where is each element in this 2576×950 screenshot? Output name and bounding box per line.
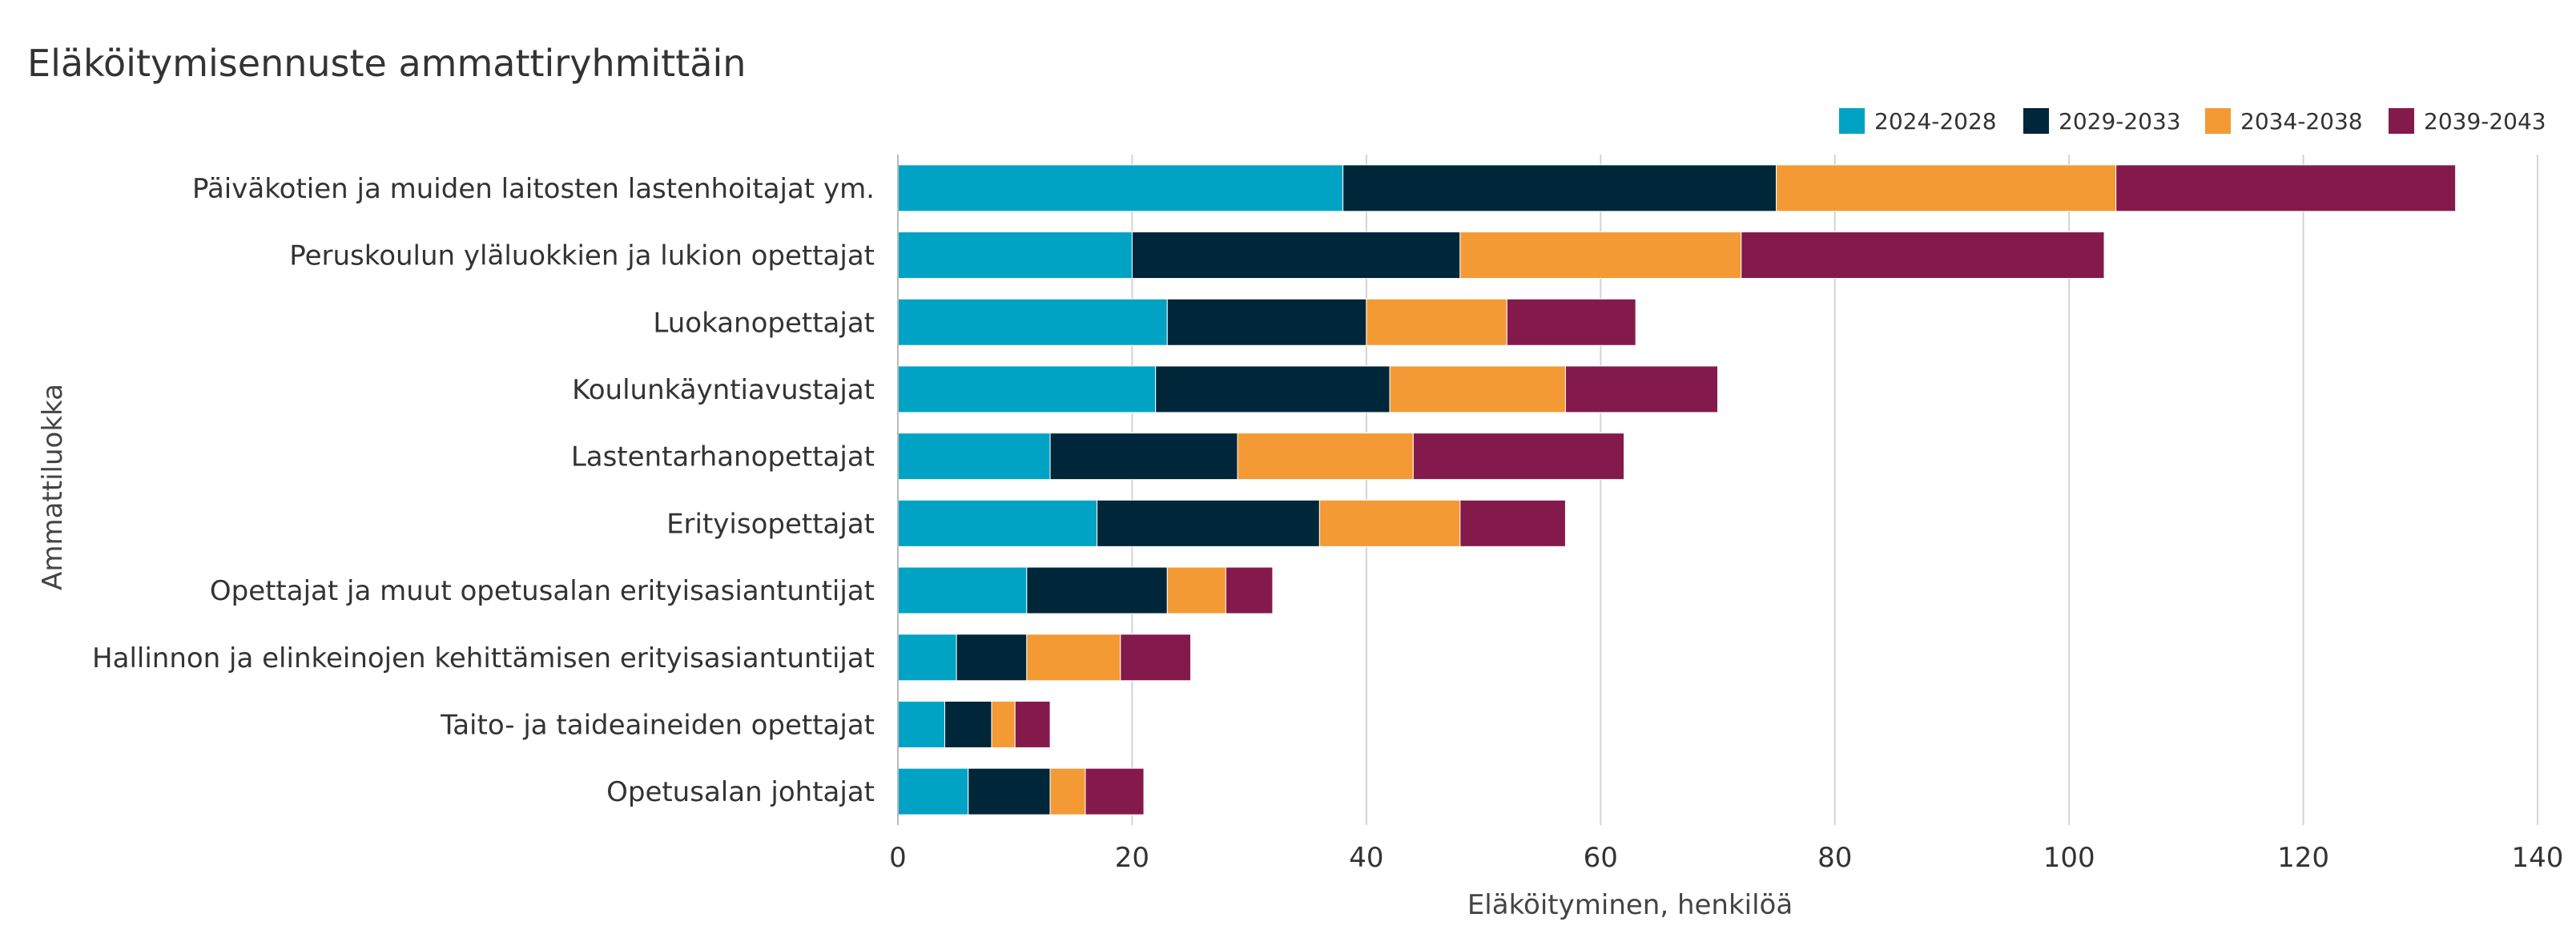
bar-segment-2029-2033[interactable] (1026, 566, 1168, 614)
bar-segment-2029-2033[interactable] (1131, 231, 1461, 280)
bar-segment-2029-2033[interactable] (968, 767, 1051, 815)
category-label: Opetusalan johtajat (606, 776, 875, 808)
bar-segment-2039-2043[interactable] (1506, 298, 1636, 346)
bar-segment-2034-2038[interactable] (1366, 298, 1507, 346)
bar-segment-2029-2033[interactable] (1166, 298, 1367, 346)
x-axis-title: Eläköityminen, henkilöä (1467, 889, 1793, 921)
bar-segment-2024-2028[interactable] (897, 700, 945, 748)
bar-segment-2039-2043[interactable] (1412, 433, 1625, 481)
bar-segment-2039-2043[interactable] (2115, 164, 2457, 212)
bar-segment-2024-2028[interactable] (897, 566, 1028, 614)
y-axis-title: Ammattiluokka (37, 384, 69, 590)
legend-item-2034-2038[interactable]: 2034-2038 (2205, 108, 2363, 135)
bar-segment-2029-2033[interactable] (1155, 365, 1391, 413)
x-tick-label: 60 (1584, 842, 1618, 874)
bar-segment-2024-2028[interactable] (897, 433, 1051, 481)
legend-label: 2039-2043 (2424, 108, 2546, 135)
bar-segment-2029-2033[interactable] (1342, 164, 1777, 212)
x-tick-label: 80 (1817, 842, 1852, 874)
bar-segment-2034-2038[interactable] (1459, 231, 1742, 280)
x-tick-label: 20 (1115, 842, 1149, 874)
bar-segment-2029-2033[interactable] (1097, 499, 1320, 547)
legend-item-2029-2033[interactable]: 2029-2033 (2023, 108, 2181, 135)
x-tick-label: 0 (889, 842, 907, 874)
bar-segment-2024-2028[interactable] (897, 298, 1168, 346)
bar-segment-2039-2043[interactable] (1085, 767, 1145, 815)
category-label: Luokanopettajat (653, 307, 875, 339)
bar-segment-2024-2028[interactable] (897, 499, 1098, 547)
bar-segment-2039-2043[interactable] (1120, 634, 1192, 682)
bar-segment-2024-2028[interactable] (897, 164, 1344, 212)
category-label: Taito- ja taideaineiden opettajat (440, 709, 875, 741)
legend-label: 2029-2033 (2059, 108, 2181, 135)
legend-swatch (1839, 108, 1865, 134)
category-label: Päiväkotien ja muiden laitosten lastenho… (192, 173, 875, 205)
bar-segment-2024-2028[interactable] (897, 767, 969, 815)
legend-item-2024-2028[interactable]: 2024-2028 (1839, 108, 1997, 135)
bar-segment-2034-2038[interactable] (991, 700, 1016, 748)
bar-segment-2039-2043[interactable] (1014, 700, 1051, 748)
x-tick-label: 40 (1349, 842, 1383, 874)
category-label: Opettajat ja muut opetusalan erityisasia… (210, 575, 875, 607)
bar-segment-2034-2038[interactable] (1776, 164, 2117, 212)
legend-swatch (2389, 108, 2414, 134)
category-label: Erityisopettajat (666, 508, 875, 540)
bar-segment-2034-2038[interactable] (1166, 566, 1226, 614)
legend-label: 2024-2028 (1874, 108, 1997, 135)
bar-segment-2034-2038[interactable] (1318, 499, 1461, 547)
bar-segment-2034-2038[interactable] (1237, 433, 1414, 481)
category-label: Koulunkäyntiavustajat (572, 374, 875, 406)
bar-segment-2029-2033[interactable] (944, 700, 992, 748)
bar-segment-2039-2043[interactable] (1225, 566, 1274, 614)
category-label: Peruskoulun yläluokkien ja lukion opetta… (289, 240, 875, 272)
legend-swatch (2023, 108, 2049, 134)
bars (897, 164, 2457, 815)
bar-segment-2024-2028[interactable] (897, 365, 1157, 413)
bar-segment-2039-2043[interactable] (1564, 365, 1718, 413)
legend[interactable]: 2024-2028 2029-2033 2034-2038 2039-2043 (1839, 108, 2546, 135)
category-label: Lastentarhanopettajat (571, 441, 875, 473)
bar-segment-2024-2028[interactable] (897, 231, 1133, 280)
category-labels: Päiväkotien ja muiden laitosten lastenho… (92, 173, 875, 808)
x-tick-label: 140 (2512, 842, 2564, 874)
legend-label: 2034-2038 (2240, 108, 2363, 135)
chart-title: Eläköitymisennuste ammattiryhmittäin (27, 42, 747, 85)
category-label: Hallinnon ja elinkeinojen kehittämisen e… (92, 642, 875, 674)
x-tick-label: 100 (2043, 842, 2095, 874)
bar-segment-2034-2038[interactable] (1389, 365, 1566, 413)
legend-item-2039-2043[interactable]: 2039-2043 (2389, 108, 2546, 135)
legend-swatch (2205, 108, 2231, 134)
x-tick-label: 120 (2277, 842, 2329, 874)
bar-segment-2024-2028[interactable] (897, 634, 957, 682)
bar-segment-2029-2033[interactable] (956, 634, 1028, 682)
bar-segment-2034-2038[interactable] (1026, 634, 1121, 682)
bar-segment-2034-2038[interactable] (1049, 767, 1086, 815)
bar-segment-2029-2033[interactable] (1049, 433, 1238, 481)
bar-segment-2039-2043[interactable] (1741, 231, 2105, 280)
x-tick-labels: 0 20 40 60 80 100 120 140 (889, 842, 2563, 874)
bar-segment-2039-2043[interactable] (1459, 499, 1566, 547)
